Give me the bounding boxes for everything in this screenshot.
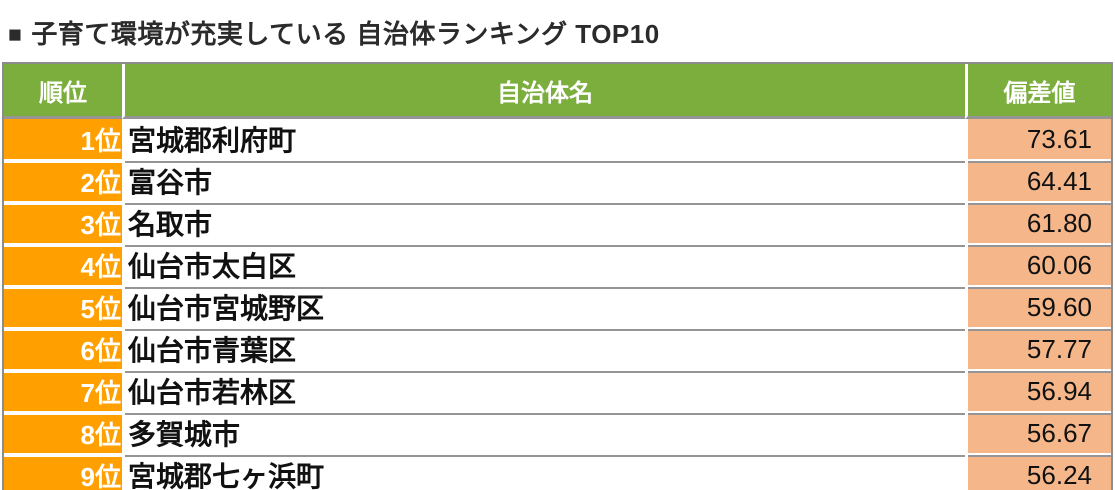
table-row: 7位 仙台市若林区 56.94 — [4, 369, 1111, 411]
score-cell: 57.77 — [965, 327, 1111, 369]
rank-cell: 9位 — [4, 453, 122, 490]
municipality-cell: 仙台市青葉区 — [122, 327, 965, 369]
table-row: 4位 仙台市太白区 60.06 — [4, 243, 1111, 285]
table-header: 順位 自治体名 偏差値 — [4, 64, 1111, 119]
title-bullet-icon: ■ — [8, 21, 23, 47]
municipality-cell: 仙台市太白区 — [122, 243, 965, 285]
header-rank: 順位 — [4, 64, 122, 119]
table-row: 3位 名取市 61.80 — [4, 201, 1111, 243]
municipality-cell: 仙台市若林区 — [122, 369, 965, 411]
rank-cell: 2位 — [4, 159, 122, 201]
score-cell: 56.24 — [965, 453, 1111, 490]
header-score: 偏差値 — [965, 64, 1111, 119]
ranking-table: 順位 自治体名 偏差値 1位 宮城郡利府町 73.61 2位 富谷市 64.41… — [2, 62, 1113, 490]
table-row: 1位 宮城郡利府町 73.61 — [4, 119, 1111, 159]
header-row: 順位 自治体名 偏差値 — [4, 64, 1111, 119]
municipality-cell: 宮城郡利府町 — [122, 119, 965, 159]
rank-cell: 6位 — [4, 327, 122, 369]
table-row: 6位 仙台市青葉区 57.77 — [4, 327, 1111, 369]
title-text: 子育て環境が充実している 自治体ランキング TOP10 — [31, 19, 660, 49]
score-cell: 59.60 — [965, 285, 1111, 327]
table-row: 5位 仙台市宮城野区 59.60 — [4, 285, 1111, 327]
score-cell: 61.80 — [965, 201, 1111, 243]
rank-cell: 1位 — [4, 119, 122, 159]
page-title: ■ 子育て環境が充実している 自治体ランキング TOP10 — [0, 0, 1115, 62]
rank-cell: 5位 — [4, 285, 122, 327]
header-name: 自治体名 — [122, 64, 965, 119]
municipality-cell: 富谷市 — [122, 159, 965, 201]
table-body: 1位 宮城郡利府町 73.61 2位 富谷市 64.41 3位 名取市 61.8… — [4, 119, 1111, 490]
table-row: 9位 宮城郡七ヶ浜町 56.24 — [4, 453, 1111, 490]
score-cell: 56.67 — [965, 411, 1111, 453]
municipality-cell: 多賀城市 — [122, 411, 965, 453]
municipality-cell: 名取市 — [122, 201, 965, 243]
score-cell: 60.06 — [965, 243, 1111, 285]
table-row: 8位 多賀城市 56.67 — [4, 411, 1111, 453]
municipality-cell: 仙台市宮城野区 — [122, 285, 965, 327]
rank-cell: 3位 — [4, 201, 122, 243]
score-cell: 64.41 — [965, 159, 1111, 201]
score-cell: 56.94 — [965, 369, 1111, 411]
rank-cell: 4位 — [4, 243, 122, 285]
municipality-cell: 宮城郡七ヶ浜町 — [122, 453, 965, 490]
rank-cell: 8位 — [4, 411, 122, 453]
table-row: 2位 富谷市 64.41 — [4, 159, 1111, 201]
rank-cell: 7位 — [4, 369, 122, 411]
score-cell: 73.61 — [965, 119, 1111, 159]
